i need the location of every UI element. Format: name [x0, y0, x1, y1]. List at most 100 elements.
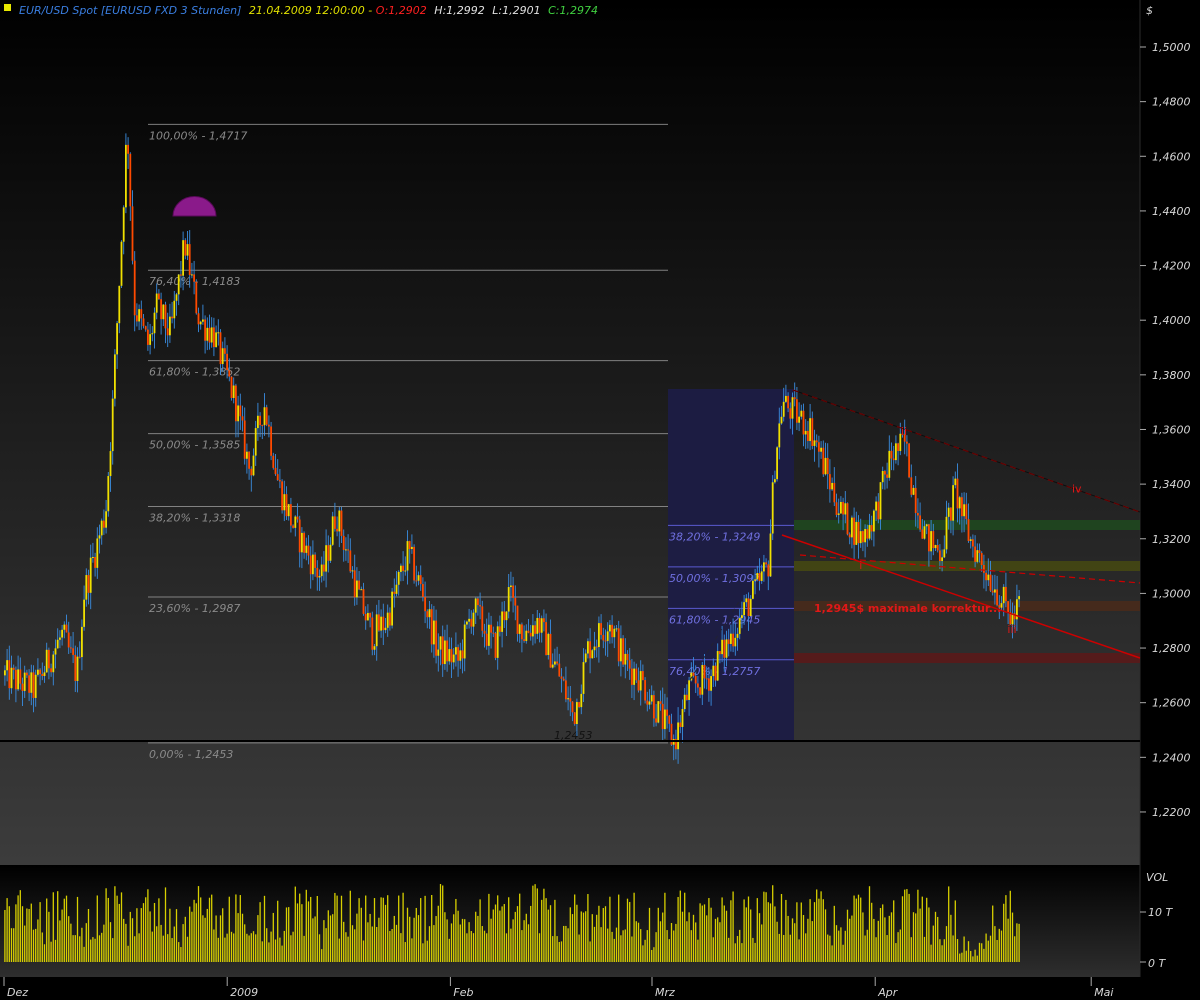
candle-body [369, 612, 371, 618]
candle-body [701, 665, 704, 695]
candle-body [954, 478, 957, 486]
candle-body [371, 617, 374, 650]
candle-body [657, 701, 660, 723]
candle-body [83, 599, 85, 627]
candle-body [870, 525, 873, 532]
candle-body [107, 476, 110, 512]
candle-body [628, 660, 631, 669]
candle-body [690, 672, 693, 681]
candle-body [589, 641, 591, 659]
candle-body [298, 519, 301, 553]
candle-body [602, 634, 605, 641]
candle-body [895, 443, 897, 461]
candle-body [32, 672, 35, 698]
candle-body [408, 541, 411, 550]
volume-axis-background [1140, 865, 1200, 977]
x-tick-label: 2009 [230, 986, 258, 999]
candle-body [129, 153, 132, 207]
candle-body [261, 425, 264, 427]
candle-body [730, 633, 732, 644]
candle-body [723, 639, 726, 658]
candle-body [26, 672, 28, 676]
candle-body [780, 416, 783, 424]
candle-body [532, 625, 534, 637]
candle-body [606, 631, 609, 641]
candle-body [230, 376, 233, 398]
candle-body [228, 370, 231, 377]
candle-body [43, 672, 46, 676]
candle-body [952, 485, 954, 521]
candle-body [164, 304, 167, 329]
candle-body [884, 470, 886, 475]
time-axis-background [0, 977, 1200, 1000]
candle-body [210, 327, 213, 343]
candle-body [516, 605, 519, 634]
y-tick-label: 1,3800 [1152, 369, 1191, 382]
candle-body [428, 609, 431, 618]
header-low: L:1,2901 [492, 4, 540, 17]
candle-body [749, 598, 752, 617]
candle-body [206, 327, 209, 341]
candle-body [166, 328, 169, 336]
candle-body [824, 457, 827, 475]
candle-body [571, 701, 574, 713]
candle-body [87, 575, 90, 593]
candle-body [545, 622, 547, 655]
candle-body [851, 517, 853, 538]
candle-body [989, 574, 992, 591]
candle-body [613, 628, 616, 638]
candle-body [149, 334, 151, 345]
candle-body [910, 477, 913, 495]
trend-lines: 1,2945$ maximale korrektur... [689, 389, 1141, 681]
candle-body [395, 584, 398, 594]
low-value-label: 1,2453 [554, 729, 593, 742]
candle-body [736, 633, 739, 638]
candle-body [886, 474, 888, 478]
candle-body [765, 562, 767, 565]
candle-body [846, 503, 849, 535]
fib-label: 100,00% - 1,4717 [149, 129, 247, 142]
candle-body [936, 545, 939, 551]
price-axis-background [1140, 0, 1200, 865]
candle-body [624, 653, 627, 665]
candle-body [296, 516, 299, 520]
candle-body [584, 653, 587, 663]
candle-body [338, 510, 341, 532]
candle-body [631, 668, 633, 685]
candle-body [391, 591, 393, 626]
candle-body [604, 640, 607, 642]
y-tick-label: 1,3200 [1152, 533, 1191, 546]
candle-body [943, 549, 946, 558]
candle-body [34, 674, 37, 698]
candle-body [111, 398, 114, 452]
fib-label: 61,80% - 1,3852 [149, 366, 240, 379]
candle-body [318, 576, 321, 578]
candle-body [679, 722, 682, 727]
candle-body [204, 319, 206, 341]
wave-label: ii [901, 425, 907, 438]
candle-body [285, 494, 288, 517]
candle-body [617, 628, 620, 662]
candle-body [437, 649, 440, 656]
x-tick-label: Feb [453, 986, 473, 999]
candle-body [250, 468, 253, 476]
header: EUR/USD Spot [EURUSD FXD 3 Stunden] 21.0… [4, 4, 1153, 17]
candle-body [257, 415, 259, 429]
wave-label: iv [1072, 482, 1082, 495]
candle-body [393, 591, 396, 594]
candle-body [888, 450, 891, 478]
candle-body [620, 638, 622, 662]
candle-body [837, 513, 840, 515]
candle-body [226, 353, 228, 371]
candle-body [681, 709, 684, 727]
candle-body [155, 293, 158, 313]
candle-body [1018, 596, 1020, 600]
candle-body [217, 332, 220, 334]
candle-body [551, 664, 554, 668]
candle-body [815, 440, 818, 443]
candle-body [292, 525, 294, 528]
y-tick-label: 1,4200 [1152, 260, 1191, 273]
